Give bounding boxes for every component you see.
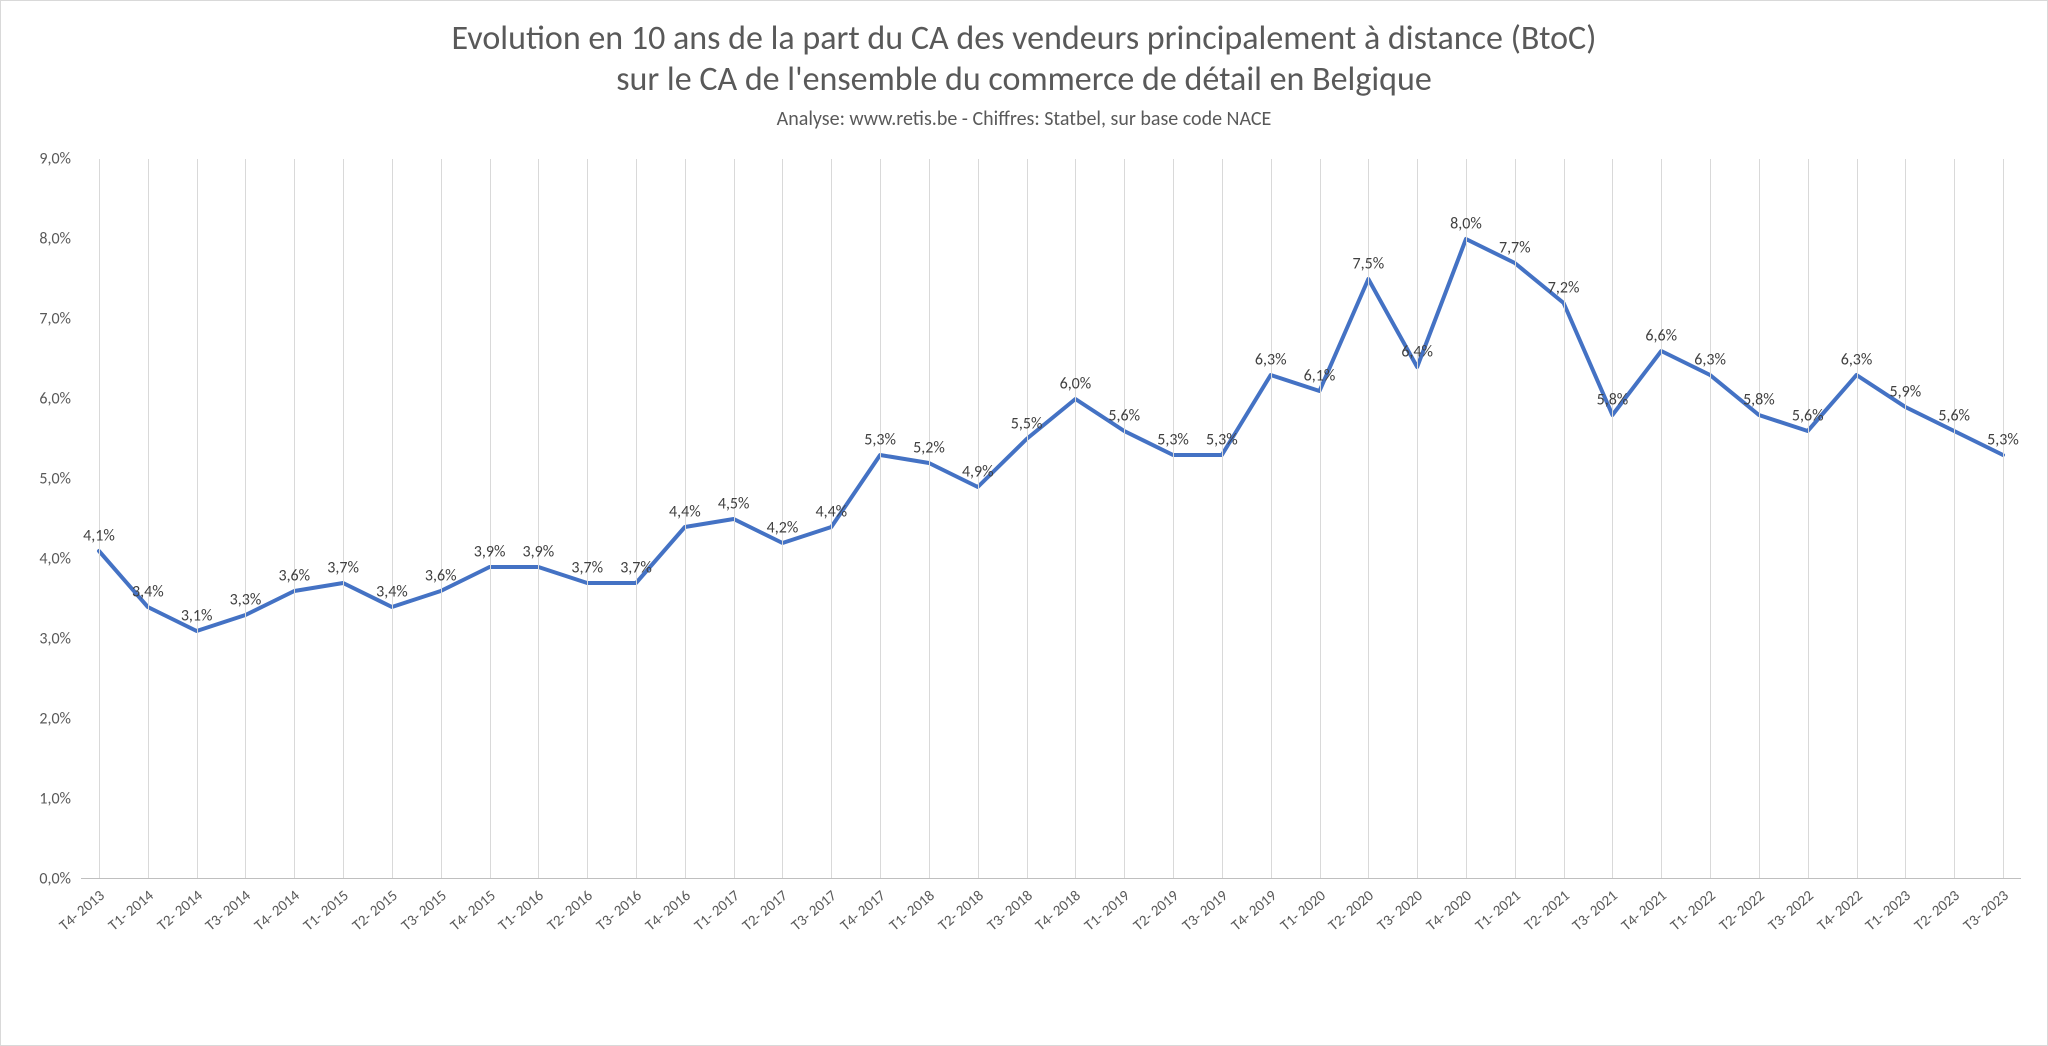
gridline-vertical [734,159,735,879]
data-label: 4,9% [962,462,994,481]
data-label: 4,4% [669,502,701,521]
chart-title-line2: sur le CA de l'ensemble du commerce de d… [1,60,2047,101]
data-label: 4,2% [767,518,799,537]
y-tick-label: 0,0% [39,870,71,889]
y-tick-label: 3,0% [39,630,71,649]
gridline-vertical [587,159,588,879]
data-label: 8,0% [1450,214,1482,233]
y-tick-label: 9,0% [39,150,71,169]
gridline-vertical [1661,159,1662,879]
data-label: 7,5% [1353,254,1385,273]
gridline-vertical [1173,159,1174,879]
line-series-svg [81,159,2021,879]
data-label: 3,9% [474,542,506,561]
data-label: 6,3% [1255,350,1287,369]
chart-title-block: Evolution en 10 ans de la part du CA des… [1,1,2047,131]
data-label: 5,6% [1792,406,1824,425]
gridline-vertical [1710,159,1711,879]
data-label: 6,0% [1060,374,1092,393]
data-label: 5,8% [1597,390,1629,409]
data-label: 5,3% [1157,430,1189,449]
data-label: 3,1% [181,606,213,625]
chart-title-line1: Evolution en 10 ans de la part du CA des… [1,19,2047,60]
gridline-vertical [148,159,149,879]
data-label: 5,6% [1938,406,1970,425]
gridline-vertical [929,159,930,879]
gridline-vertical [1564,159,1565,879]
data-label: 7,7% [1499,238,1531,257]
data-label: 5,9% [1890,382,1922,401]
data-label: 5,3% [1206,430,1238,449]
data-label: 3,9% [523,542,555,561]
y-tick-label: 7,0% [39,310,71,329]
gridline-vertical [1759,159,1760,879]
data-label: 6,4% [1401,342,1433,361]
gridline-vertical [978,159,979,879]
gridline-vertical [2003,159,2004,879]
gridline-vertical [441,159,442,879]
data-label: 6,6% [1645,326,1677,345]
data-label: 3,6% [278,566,310,585]
data-label: 5,2% [913,438,945,457]
gridline-vertical [1954,159,1955,879]
gridline-vertical [1612,159,1613,879]
data-label: 5,5% [1011,414,1043,433]
chart-subtitle: Analyse: www.retis.be - Chiffres: Statbe… [1,107,2047,131]
gridline-vertical [1417,159,1418,879]
gridline-vertical [1027,159,1028,879]
gridline-vertical [1222,159,1223,879]
gridline-vertical [392,159,393,879]
data-label: 6,1% [1304,366,1336,385]
gridline-vertical [1320,159,1321,879]
data-label: 6,3% [1694,350,1726,369]
y-tick-label: 5,0% [39,470,71,489]
data-label: 3,3% [230,590,262,609]
gridline-vertical [1515,159,1516,879]
y-tick-label: 8,0% [39,230,71,249]
line-series [99,239,2003,631]
gridline-vertical [1075,159,1076,879]
gridline-vertical [294,159,295,879]
y-tick-label: 1,0% [39,790,71,809]
gridline-vertical [490,159,491,879]
y-tick-label: 4,0% [39,550,71,569]
data-label: 3,4% [132,582,164,601]
gridline-vertical [1857,159,1858,879]
gridline-vertical [1124,159,1125,879]
gridline-vertical [1905,159,1906,879]
plot-area: 0,0%1,0%2,0%3,0%4,0%5,0%6,0%7,0%8,0%9,0%… [81,159,2021,879]
y-tick-label: 2,0% [39,710,71,729]
data-label: 3,7% [327,558,359,577]
gridline-vertical [1808,159,1809,879]
gridline-vertical [1271,159,1272,879]
y-tick-label: 6,0% [39,390,71,409]
gridline-vertical [538,159,539,879]
data-label: 4,4% [815,502,847,521]
chart-container: Evolution en 10 ans de la part du CA des… [0,0,2048,1046]
gridline-vertical [99,159,100,879]
data-label: 4,1% [83,526,115,545]
data-label: 7,2% [1548,278,1580,297]
data-label: 6,3% [1841,350,1873,369]
data-label: 5,3% [864,430,896,449]
gridline-vertical [343,159,344,879]
data-label: 5,8% [1743,390,1775,409]
gridline-vertical [245,159,246,879]
data-label: 5,3% [1987,430,2019,449]
gridline-vertical [880,159,881,879]
gridline-vertical [197,159,198,879]
data-label: 3,7% [620,558,652,577]
gridline-vertical [1466,159,1467,879]
data-label: 5,6% [1108,406,1140,425]
data-label: 4,5% [718,494,750,513]
gridline-vertical [636,159,637,879]
data-label: 3,4% [376,582,408,601]
data-label: 3,6% [425,566,457,585]
data-label: 3,7% [571,558,603,577]
